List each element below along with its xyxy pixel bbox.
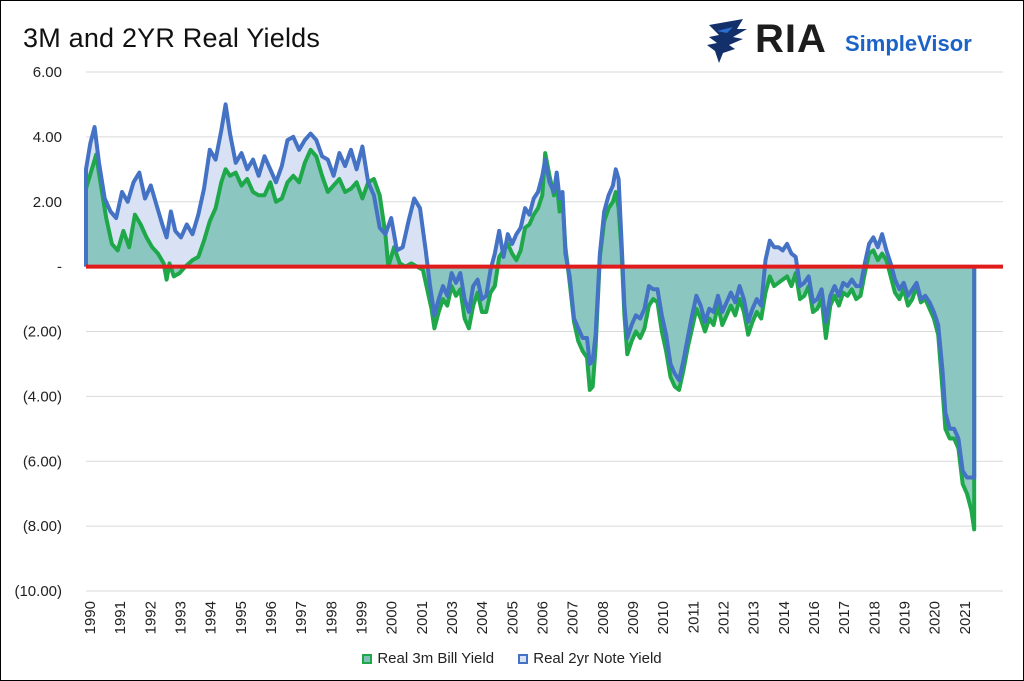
logo-simplevisor-text: SimpleVisor — [845, 31, 972, 56]
y-tick-label-5: (4.00) — [23, 388, 62, 405]
x-tick-label-28: 2020 — [927, 601, 944, 634]
legend-item-3m: Real 3m Bill Yield — [362, 650, 494, 667]
x-tick-label-7: 1997 — [293, 601, 310, 634]
y-tick-label-2: 2.00 — [33, 194, 62, 211]
x-tick-label-25: 2017 — [836, 601, 853, 634]
x-tick-label-1: 1991 — [112, 601, 129, 634]
x-tick-label-15: 2006 — [534, 601, 551, 634]
logo-ria-text: RIA — [755, 17, 827, 61]
x-tick-label-27: 2019 — [896, 601, 913, 634]
x-tick-label-20: 2011 — [685, 601, 702, 633]
legend-label-3m: Real 3m Bill Yield — [377, 650, 495, 667]
x-tick-label-5: 1995 — [233, 601, 250, 634]
chart-title: 3M and 2YR Real Yields — [23, 23, 321, 53]
x-axis-ticks: 1990 1991 1992 1993 1994 1995 1996 1997 1998 1999… — [82, 601, 974, 634]
x-tick-label-26: 2018 — [866, 601, 883, 634]
line-series-1 — [84, 102, 977, 480]
area-series-0 — [86, 149, 975, 530]
x-tick-label-10: 2000 — [384, 601, 401, 634]
x-tick-label-17: 2008 — [595, 601, 612, 634]
x-tick-label-21: 2012 — [715, 601, 732, 634]
x-tick-label-2: 1992 — [142, 601, 159, 634]
x-tick-label-12: 2003 — [444, 601, 461, 634]
y-tick-label-0: 6.00 — [33, 64, 62, 81]
x-tick-label-22: 2013 — [746, 601, 763, 634]
ria-simplevisor-logo: RIA SimpleVisor — [703, 15, 1003, 65]
series-areas — [86, 104, 975, 530]
x-tick-label-19: 2010 — [655, 601, 672, 634]
eagle-icon — [707, 19, 747, 63]
legend-item-2yr: Real 2yr Note Yield — [518, 650, 662, 667]
x-tick-label-8: 1998 — [323, 601, 340, 634]
legend-swatch-2yr — [518, 653, 529, 664]
x-tick-label-0: 1990 — [82, 601, 99, 634]
y-tick-label-7: (8.00) — [23, 518, 62, 535]
x-tick-label-3: 1993 — [172, 601, 189, 634]
x-tick-label-29: 2021 — [957, 601, 974, 634]
x-tick-label-16: 2007 — [565, 601, 582, 634]
x-tick-label-4: 1994 — [203, 601, 220, 634]
y-tick-label-3: - — [57, 259, 62, 276]
x-tick-label-11: 2001 — [414, 601, 431, 634]
series-lines — [84, 102, 977, 532]
x-tick-label-6: 1996 — [263, 601, 280, 634]
x-tick-label-14: 2005 — [504, 601, 521, 634]
y-tick-label-8: (10.00) — [14, 583, 62, 600]
legend-swatch-3m — [362, 653, 373, 664]
x-tick-label-18: 2009 — [625, 601, 642, 634]
y-axis-ticks: 6.00 4.00 2.00 - (2.00) (4.00) (6.00) (8.00) (10… — [14, 64, 62, 600]
chart-legend: Real 3m Bill Yield Real 2yr Note Yield — [0, 650, 1024, 668]
y-tick-label-1: 4.00 — [33, 129, 62, 146]
y-tick-label-4: (2.00) — [23, 324, 62, 341]
x-tick-label-24: 2016 — [806, 601, 823, 634]
x-tick-label-23: 2014 — [776, 601, 793, 634]
y-tick-label-6: (6.00) — [23, 453, 62, 470]
x-tick-label-9: 1999 — [353, 601, 370, 634]
legend-label-2yr: Real 2yr Note Yield — [533, 650, 662, 667]
x-tick-label-13: 2004 — [474, 601, 491, 634]
